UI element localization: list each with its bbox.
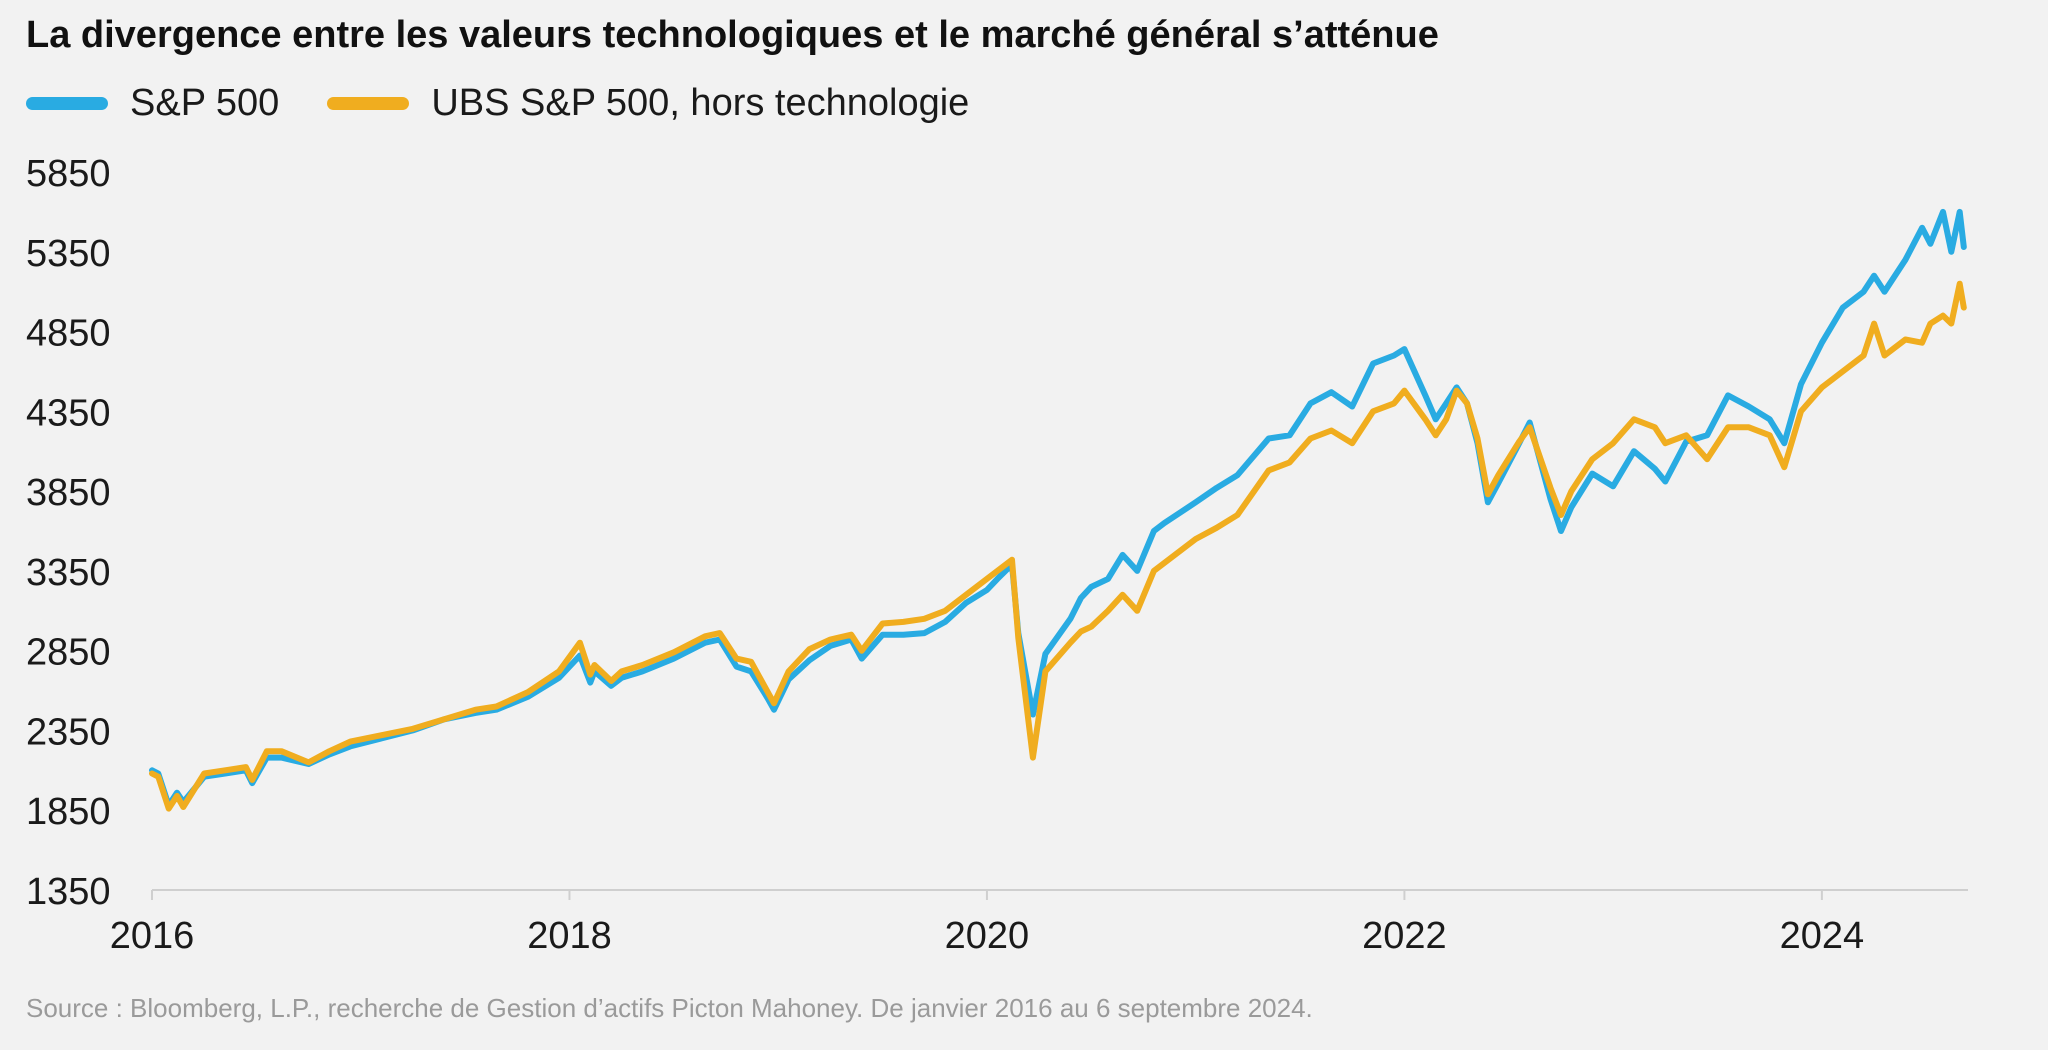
source-note: Source : Bloomberg, L.P., recherche de G… — [26, 993, 1313, 1023]
legend-label-sp500: S&P 500 — [130, 82, 280, 124]
legend-swatch-sp500 — [26, 97, 108, 110]
y-tick-label: 5350 — [26, 233, 111, 275]
y-tick-label: 5850 — [26, 153, 111, 195]
y-tick-label: 3350 — [26, 552, 111, 594]
series-line-sp500 — [149, 208, 1967, 809]
x-tick-label: 2022 — [1362, 915, 1447, 957]
y-tick-label: 1850 — [26, 791, 111, 833]
legend: S&P 500 UBS S&P 500, hors technologie — [26, 82, 1017, 125]
y-tick-label: 2350 — [26, 711, 111, 753]
x-tick-label: 2024 — [1780, 915, 1865, 957]
y-tick-label: 4850 — [26, 313, 111, 355]
y-tick-label: 2850 — [26, 632, 111, 674]
x-tick-label: 2020 — [945, 915, 1030, 957]
series-line-ubs-ex-tech — [149, 280, 1967, 812]
y-tick-label: 3850 — [26, 472, 111, 514]
x-tick-label: 2016 — [110, 915, 195, 957]
legend-swatch-ubs — [327, 97, 410, 110]
y-tick-label: 4350 — [26, 392, 111, 434]
y-tick-label: 1350 — [26, 871, 111, 913]
legend-label-ubs: UBS S&P 500, hors technologie — [431, 82, 970, 124]
legend-item-sp500: S&P 500 — [26, 82, 279, 125]
chart-title: La divergence entre les valeurs technolo… — [26, 14, 1439, 56]
x-tick-label: 2018 — [527, 915, 612, 957]
line-chart: 5850 5350 4850 4350 3850 3350 2850 2350 1850 1350… — [26, 153, 1968, 957]
legend-item-ubs: UBS S&P 500, hors technologie — [327, 82, 969, 125]
